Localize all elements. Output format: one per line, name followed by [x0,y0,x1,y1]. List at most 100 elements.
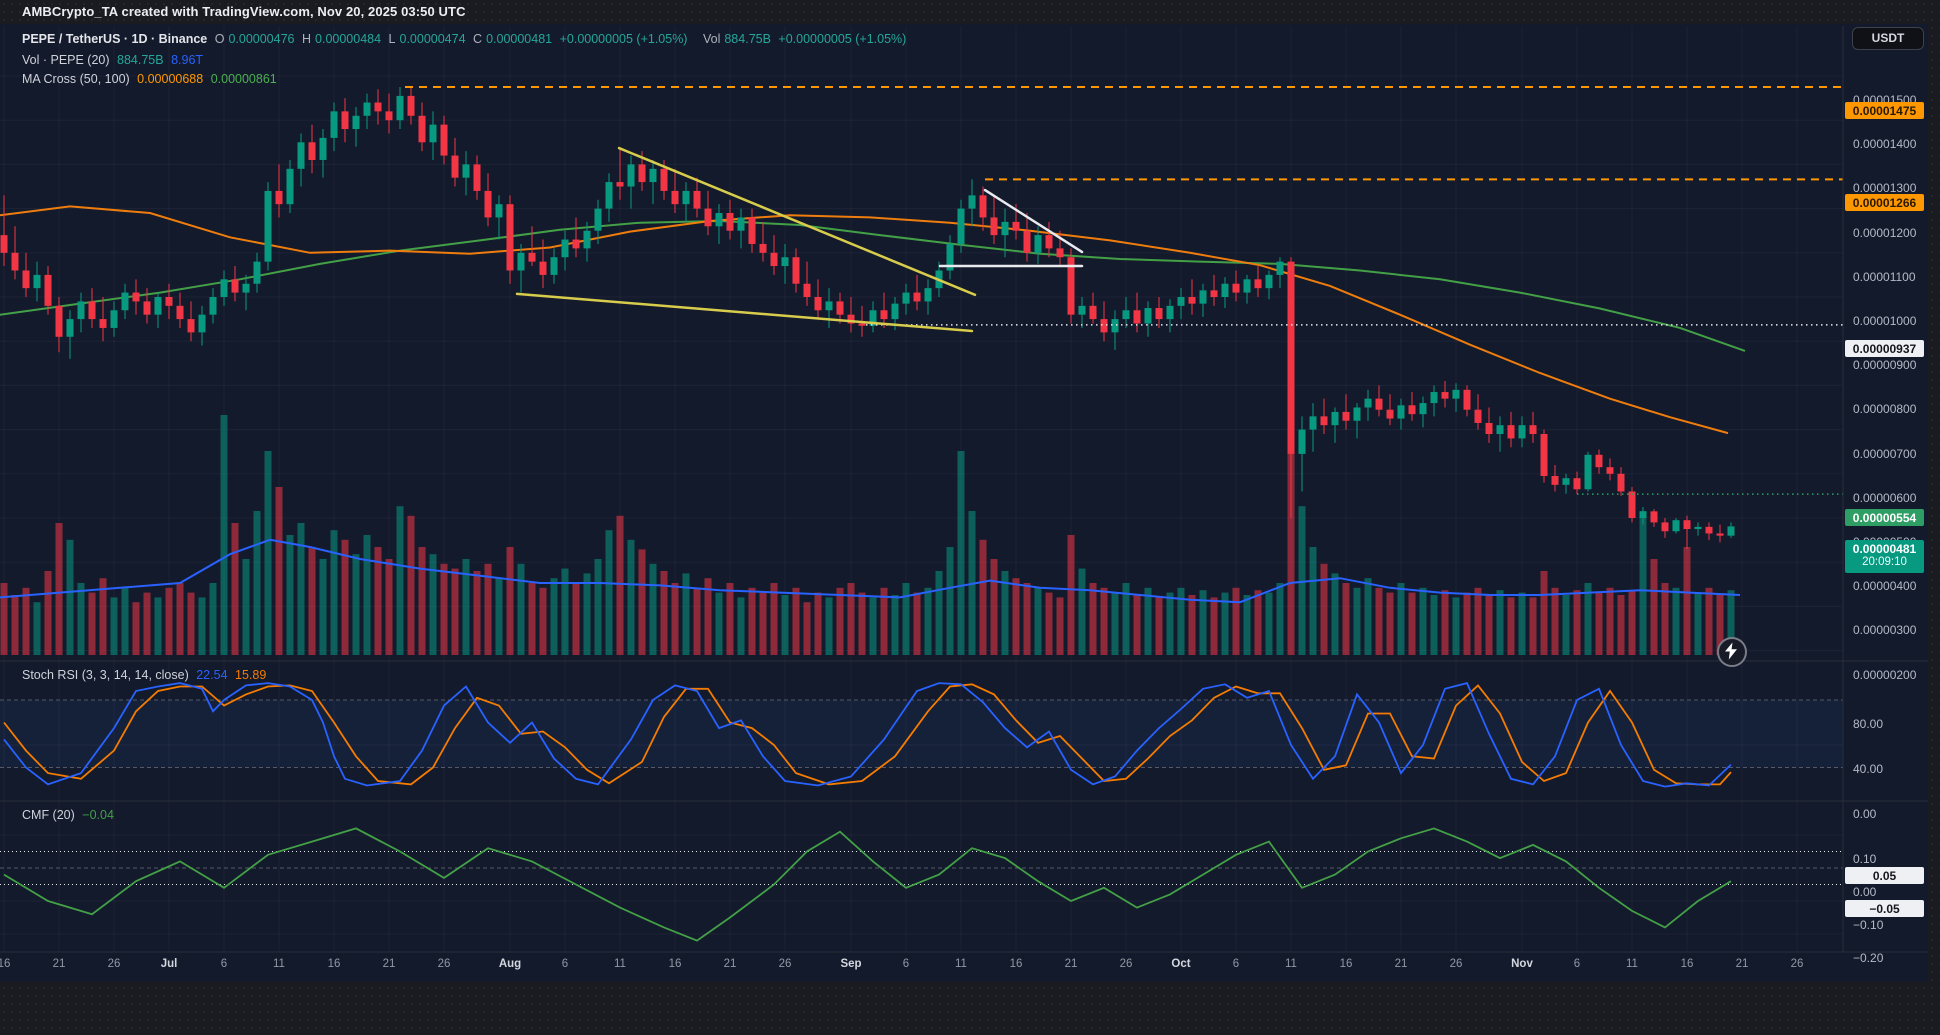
volume-value: 884.75B [724,32,771,46]
cmf-value: −0.04 [82,808,114,822]
cmf-line [3,827,1732,942]
low-label: L [388,32,396,46]
volume-indicator-title: Vol · PEPE (20) [22,53,110,67]
lightning-icon [1725,642,1737,660]
time-tick-month: Sep [840,958,862,970]
realtime-data-button[interactable] [1717,637,1747,667]
quote-currency-button[interactable]: USDT [1852,27,1924,50]
time-tick: 21 [382,958,396,970]
price-tick: 0.00000600 [1853,490,1917,505]
price-level-badge-0.00001266: 0.00001266 [1845,194,1924,212]
trendline-descending-triangle-upper [983,188,1084,254]
time-tick-month: Nov [1511,958,1533,970]
time-tick: 11 [614,958,626,970]
volume-ma-value: 8.96T [171,53,204,67]
time-tick: 26 [437,958,451,970]
time-tick: 16 [1009,958,1023,970]
time-tick: 6 [1573,958,1581,970]
time-tick: 11 [273,958,285,970]
symbol-title: PEPE / TetherUS · 1D · Binance [22,32,208,46]
price-tick: 0.00001200 [1853,225,1917,240]
ma50-line [0,205,1729,435]
open-value: 0.00000476 [228,32,295,46]
legend-cmf-row[interactable]: CMF (20) −0.04 [22,808,118,822]
cmf-tick: −0.10 [1853,918,1884,932]
low-value: 0.00000474 [399,32,466,46]
time-tick: 6 [220,958,228,970]
last-price-badge: 0.00000481 20:09:10 [1845,540,1924,574]
stoch-tick: 0.00 [1853,807,1877,821]
price-tick: 0.00000700 [1853,446,1917,461]
ma100-line [0,219,1746,352]
trendline-falling-wedge-lower [515,292,974,333]
stoch-tick: 40.00 [1853,762,1884,776]
time-tick: 16 [668,958,682,970]
macross-title: MA Cross (50, 100) [22,72,130,86]
legend-macross-row[interactable]: MA Cross (50, 100) 0.00000688 0.00000861 [22,72,281,86]
cmf-level-badge: 0.05 [1845,866,1924,884]
volume-bars [0,415,1735,655]
stoch-d-line [3,683,1732,786]
price-tick: 0.00000800 [1853,402,1917,417]
time-tick: 26 [1790,958,1804,970]
price-tick: 0.00000400 [1853,579,1917,594]
bar-countdown: 20:09:10 [1862,556,1907,569]
time-tick: 16 [327,958,341,970]
stoch-title: Stoch RSI (3, 3, 14, 14, close) [22,668,189,682]
time-tick: 21 [1394,958,1408,970]
time-tick: 16 [0,958,11,970]
legend-main-row[interactable]: PEPE / TetherUS · 1D · Binance O 0.000004… [22,32,910,46]
time-tick: 6 [561,958,569,970]
high-label: H [301,32,312,46]
stoch-k-line [3,682,1732,788]
price-tick: 0.00000300 [1853,623,1917,638]
close-label: C [473,32,483,46]
candles [0,87,1735,549]
stoch-band [0,700,1843,768]
price-tick: 0.00001000 [1853,314,1917,328]
time-tick: 26 [1449,958,1463,970]
snapshot-title: AMBCrypto_TA created with TradingView.co… [22,4,466,19]
price-tick: 0.00000200 [1853,667,1917,682]
volume-label: Vol [702,32,721,46]
time-tick: 21 [52,958,66,970]
cmf-title: CMF (20) [22,808,75,822]
time-tick: 21 [723,958,737,970]
legend-stoch-row[interactable]: Stoch RSI (3, 3, 14, 14, close) 22.54 15… [22,668,270,682]
time-tick: 21 [1064,958,1078,970]
price-tick: 0.00001300 [1853,181,1917,196]
price-tick: 0.00000900 [1853,358,1917,373]
time-tick: 26 [778,958,792,970]
price-tick: 0.00001400 [1853,137,1917,152]
price-tick: 0.00001100 [1853,269,1916,284]
cmf-tick: −0.20 [1853,951,1884,965]
high-value: 0.00000484 [315,32,382,46]
volume-indicator-value: 884.75B [117,53,164,67]
volume-change-value: +0.00000005 (+1.05%) [778,32,907,46]
stoch-tick: 80.00 [1853,717,1884,731]
time-tick: 21 [1735,958,1749,970]
stoch-d-value: 15.89 [235,668,267,682]
time-tick: 11 [1285,958,1297,970]
ma100-value: 0.00000861 [210,72,277,86]
time-tick-month: Jul [160,958,178,970]
time-tick: 11 [955,958,967,970]
ma50-value: 0.00000688 [137,72,204,86]
cmf-tick: 0.10 [1853,852,1877,866]
price-level-badge-0.00000937: 0.00000937 [1845,339,1924,357]
stoch-k-value: 22.54 [196,668,228,682]
legend-volume-row[interactable]: Vol · PEPE (20) 884.75B 8.96T [22,53,207,67]
time-tick: 26 [107,958,121,970]
close-value: 0.00000481 [486,32,553,46]
time-tick: 6 [902,958,910,970]
time-tick: 6 [1232,958,1240,970]
time-tick-month: Oct [1171,958,1191,970]
time-tick: 16 [1339,958,1353,970]
time-tick: 16 [1680,958,1694,970]
price-level-badge-0.00000554: 0.00000554 [1845,509,1924,527]
time-tick: 11 [1626,958,1638,970]
snapshot-header: AMBCrypto_TA created with TradingView.co… [0,0,1940,24]
chart-canvas[interactable] [0,24,1940,982]
change-value: +0.00000005 (+1.05%) [559,32,688,46]
